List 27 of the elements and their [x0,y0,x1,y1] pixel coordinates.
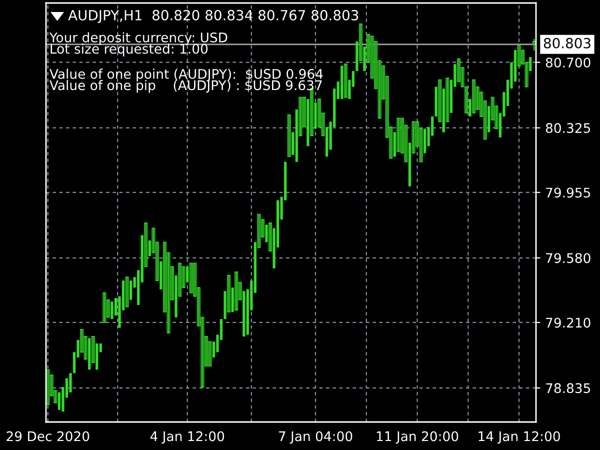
annotation: Your deposit currency: USD [49,32,228,45]
y-tick-label: 79.210 [546,318,590,328]
candlestick [189,262,193,294]
x-tick-label: 11 Jan 20:00 [376,431,458,444]
y-tick-label: 80.700 [546,58,590,68]
y-tick-label: 79.955 [546,188,590,198]
y-tick-label: 79.580 [546,253,590,264]
x-tick-label: 14 Jan 12:00 [478,431,560,444]
ref-line-label: 80.803 [544,38,590,48]
candlestick [88,338,91,370]
chart-title: AUDJPY,H1 80.820 80.834 80.767 80.803 [68,10,358,24]
x-tick-label: 7 Jan 04:00 [279,431,352,444]
candlestick [344,64,348,98]
candlestick [46,369,50,406]
x-tick-label: 29 Dec 2020 [6,431,90,442]
y-tick-label: 80.325 [546,123,590,134]
candlestick [102,292,106,324]
candlestick [125,276,129,308]
candlestick [234,271,238,311]
annotation: Value of one pip (AUDJPY) : $USD 9.637 [50,80,322,93]
candlestick [287,114,291,158]
candlestick [472,79,476,114]
candlestick [340,65,344,100]
annotation: Value of one point (AUDJPY): $USD 0.964 [50,68,323,82]
x-tick-label: 4 Jan 12:00 [150,431,224,444]
y-tick-label: 78.835 [546,383,590,394]
annotation: Lot size requested: 1.00 [50,44,208,56]
